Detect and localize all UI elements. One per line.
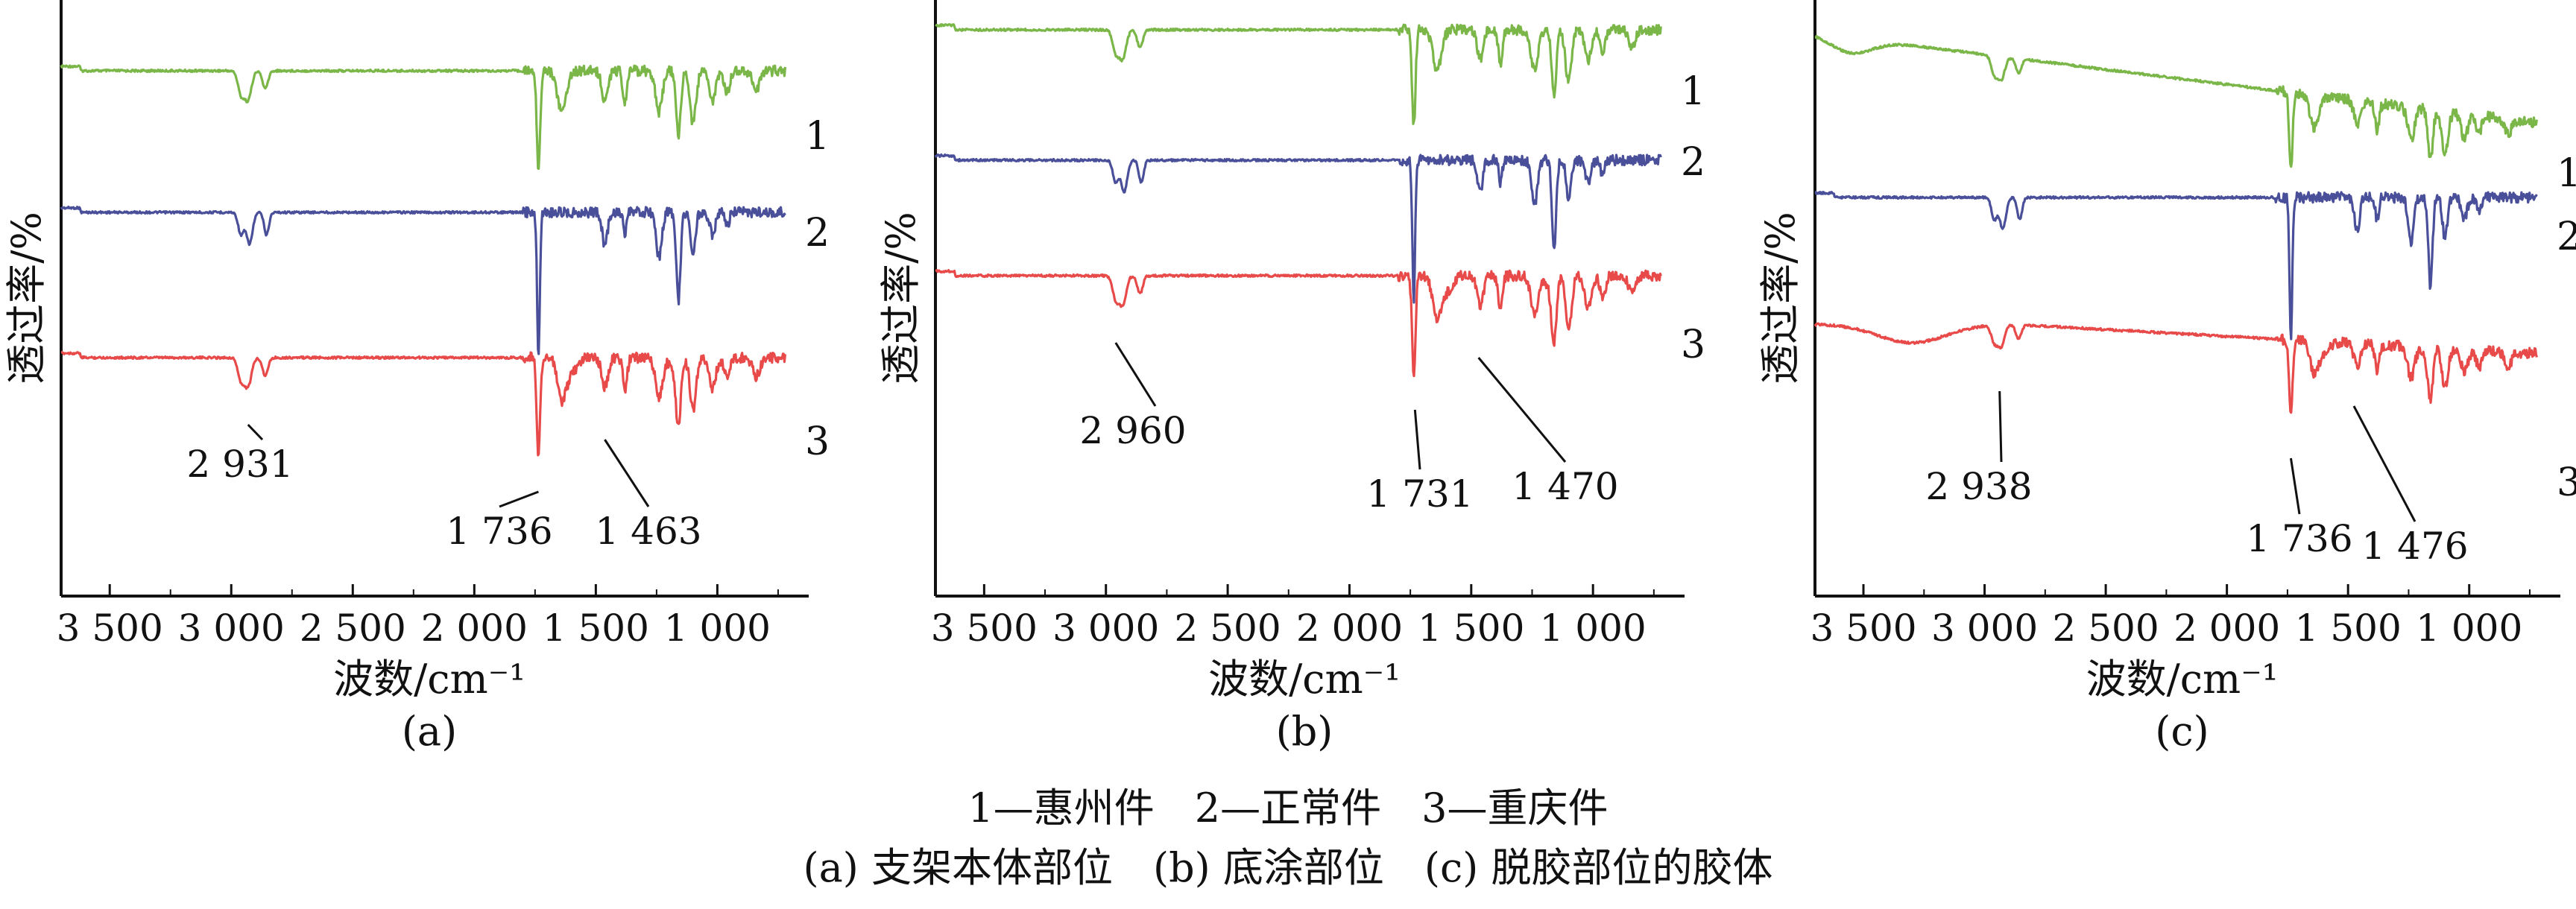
x-tick-label: 2 000 — [1296, 606, 1403, 650]
panel-label: (c) — [2155, 708, 2209, 755]
x-tick-label: 3 500 — [57, 606, 163, 650]
x-tick-label: 2 500 — [300, 606, 406, 650]
annotation-label: 1 731 — [1366, 472, 1473, 516]
series-1-label: 1 — [805, 114, 830, 159]
x-tick-label: 1 500 — [2295, 606, 2402, 650]
series-2-line — [934, 153, 1662, 304]
x-tick-label: 1 500 — [1418, 606, 1524, 650]
annotation-leader — [247, 423, 264, 441]
x-tick-label: 3 500 — [1810, 606, 1916, 650]
x-tick-label: 1 000 — [2416, 606, 2522, 650]
chart-panel-3: 3 500 3 000 2 500 2 000 1 500 1 000 波数/cm⁻¹ 透过率… — [1757, 0, 2576, 755]
x-tick-label: 3 500 — [931, 606, 1038, 650]
annotation-leader — [1477, 357, 1567, 463]
annotation-leader — [1998, 390, 2003, 463]
series-1-line — [1814, 34, 2538, 168]
series-2-line — [1814, 191, 2538, 341]
panel-label: (a) — [402, 708, 457, 755]
annotation-label: 1 476 — [2361, 525, 2468, 568]
annotation-label: 2 938 — [1925, 465, 2032, 508]
y-axis-title: 透过率/% — [1757, 212, 1804, 384]
series-3-line — [935, 269, 1662, 378]
annotation-label: 2 960 — [1079, 409, 1186, 452]
x-tick-label: 3 000 — [1931, 606, 2038, 650]
series-3-label: 3 — [805, 419, 830, 464]
annotation-label: 2 931 — [186, 443, 293, 486]
series-3-label: 3 — [1681, 323, 1705, 367]
series-3-line — [1813, 322, 2538, 414]
x-axis-title: 波数/cm⁻¹ — [1208, 656, 1401, 703]
x-tick-label: 2 500 — [2053, 606, 2159, 650]
annotation-leader — [604, 439, 650, 507]
x-tick-label: 2 000 — [2174, 606, 2280, 650]
series-2-label: 2 — [2557, 215, 2576, 259]
x-tick-label: 3 000 — [1052, 606, 1159, 650]
series-3-label: 3 — [2557, 460, 2576, 505]
y-axis-title: 透过率/% — [3, 212, 50, 384]
x-tick-label: 1 000 — [1540, 606, 1647, 650]
series-1-label: 1 — [2557, 151, 2576, 196]
x-axis-title: 波数/cm⁻¹ — [333, 656, 525, 703]
annotation-label: 1 736 — [2246, 517, 2352, 560]
figure-caption: (a) 支架本体部位 (b) 底涂部位 (c) 脱胶部位的胶体 — [803, 844, 1773, 891]
annotation-label: 1 463 — [595, 510, 701, 553]
annotation-leader — [499, 490, 539, 508]
series-1-line — [935, 22, 1662, 125]
series-2-label: 2 — [1681, 140, 1705, 185]
x-tick-label: 1 000 — [664, 606, 771, 650]
series-2-line — [60, 206, 786, 355]
figure-legend: 1—惠州件 2—正常件 3—重庆件 — [967, 785, 1609, 832]
annotation-leader — [2352, 405, 2416, 522]
x-tick-label: 2 000 — [421, 606, 528, 650]
annotation-leader — [2289, 457, 2301, 515]
annotation-label: 1 470 — [1512, 465, 1618, 508]
y-axis-title: 透过率/% — [877, 212, 924, 384]
panel-label: (b) — [1276, 708, 1333, 755]
chart-panel-2: 3 500 3 000 2 500 2 000 1 500 1 000 波数/cm⁻¹ 透过率… — [877, 0, 1705, 755]
annotation-leader — [1114, 342, 1157, 407]
series-3-line — [60, 351, 786, 457]
annotation-leader — [1413, 409, 1421, 470]
series-2-label: 2 — [805, 211, 830, 256]
x-tick-label: 1 500 — [543, 606, 649, 650]
series-1-label: 1 — [1681, 69, 1705, 114]
chart-panel-1: 3 500 3 000 2 500 2 000 1 500 1 000 波数/cm⁻¹ 透过率… — [3, 0, 830, 755]
x-axis-title: 波数/cm⁻¹ — [2086, 656, 2279, 703]
x-tick-label: 2 500 — [1175, 606, 1281, 650]
annotation-label: 1 736 — [446, 510, 552, 553]
series-1-line — [60, 64, 786, 170]
x-tick-label: 3 000 — [178, 606, 285, 650]
